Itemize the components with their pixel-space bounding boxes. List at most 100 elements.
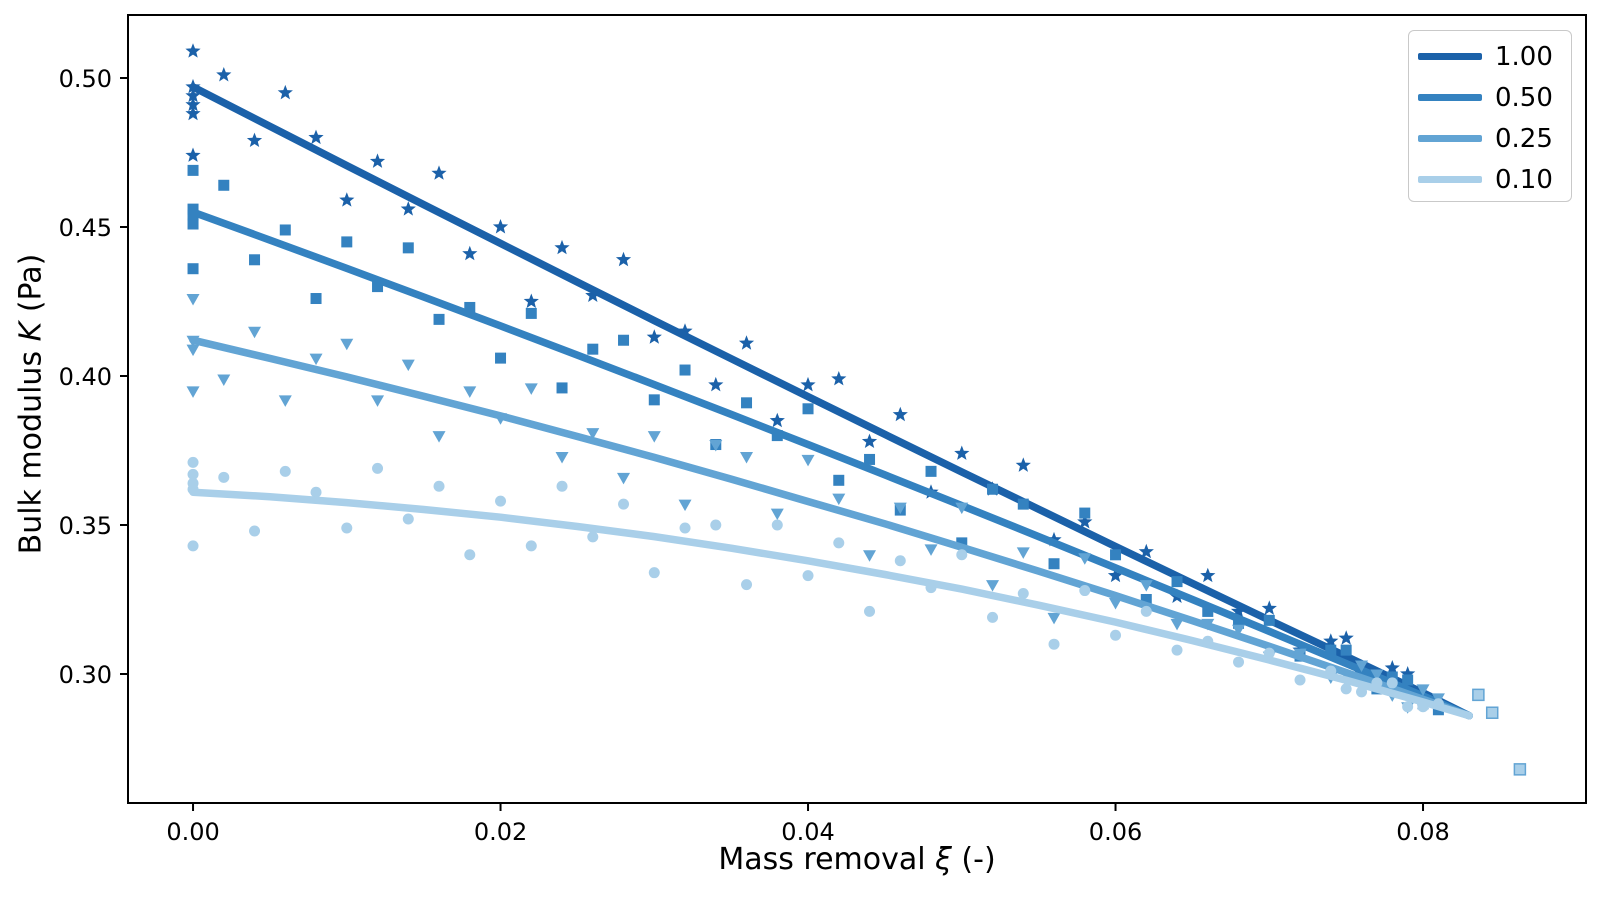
scatter-point bbox=[249, 525, 261, 537]
scatter-point bbox=[186, 294, 200, 306]
scatter-point bbox=[185, 87, 201, 103]
scatter-point bbox=[1402, 674, 1414, 686]
y-tick-label: 0.35 bbox=[59, 512, 112, 540]
scatter-point bbox=[861, 433, 878, 448]
series-outliers-points bbox=[1472, 688, 1527, 776]
scatter-point bbox=[1170, 618, 1184, 631]
scatter-point bbox=[987, 611, 999, 623]
scatter-point bbox=[1110, 629, 1122, 641]
scatter-point bbox=[833, 537, 845, 549]
x-tick-label: 0.04 bbox=[781, 818, 834, 846]
scatter-point bbox=[1325, 644, 1337, 656]
scatter-point bbox=[1140, 593, 1152, 605]
scatter-point bbox=[433, 480, 445, 492]
legend-item-1.00: 1.00 bbox=[1409, 36, 1571, 77]
scatter-point bbox=[708, 376, 724, 392]
legend-label: 0.25 bbox=[1495, 123, 1553, 154]
scatter-point bbox=[1485, 706, 1499, 719]
legend-item-0.50: 0.50 bbox=[1409, 77, 1571, 118]
scatter-point bbox=[1017, 498, 1029, 510]
y-tick-label: 0.50 bbox=[59, 65, 112, 93]
scatter-point bbox=[339, 192, 355, 207]
y-axis-ticks: 0.30 0.35 0.40 0.45 0.50 bbox=[59, 65, 128, 689]
scatter-point bbox=[1261, 600, 1277, 615]
scatter-point bbox=[369, 153, 386, 168]
scatter-point bbox=[1233, 656, 1245, 668]
scatter-point bbox=[1202, 605, 1214, 617]
scatter-point bbox=[402, 242, 414, 254]
scatter-point bbox=[187, 456, 199, 468]
scatter-point bbox=[372, 281, 384, 293]
trend-line-1.00 bbox=[189, 83, 1473, 720]
scatter-point bbox=[431, 165, 447, 180]
scatter-point bbox=[1386, 671, 1398, 683]
scatter-point bbox=[740, 451, 754, 464]
scatter-point bbox=[864, 605, 876, 617]
x-tick-label: 0.02 bbox=[474, 818, 527, 846]
x-axis-label: Mass removal ξ (-) bbox=[128, 842, 1586, 877]
y-tick-label: 0.40 bbox=[59, 363, 112, 391]
scatter-point bbox=[279, 224, 291, 236]
legend-swatch bbox=[1418, 53, 1482, 60]
scatter-point bbox=[464, 549, 476, 561]
scatter-point bbox=[1138, 543, 1154, 559]
scatter-point bbox=[185, 147, 201, 162]
legend-swatch bbox=[1418, 135, 1482, 142]
scatter-point bbox=[341, 522, 353, 534]
scatter-point bbox=[1079, 585, 1091, 597]
trend-line-0.25 bbox=[189, 336, 1473, 720]
scatter-point bbox=[1386, 677, 1398, 689]
trend-line-0.10 bbox=[189, 488, 1473, 720]
scatter-point bbox=[310, 486, 322, 498]
scatter-point bbox=[677, 323, 693, 338]
scatter-point bbox=[741, 397, 753, 409]
scatter-point bbox=[1370, 669, 1384, 681]
legend-swatch bbox=[1418, 176, 1482, 183]
scatter-point bbox=[1048, 638, 1060, 650]
scatter-point bbox=[709, 440, 723, 452]
legend-swatch bbox=[1418, 94, 1482, 101]
series-0.10-points bbox=[187, 456, 1444, 713]
scatter-point bbox=[801, 454, 815, 467]
scatter-point bbox=[218, 471, 230, 483]
y-axis-label: Bulk modulus K (Pa) bbox=[14, 254, 49, 555]
scatter-point bbox=[647, 431, 661, 443]
scatter-point bbox=[833, 474, 845, 486]
scatter-point bbox=[495, 352, 507, 364]
scatter-point bbox=[433, 313, 445, 325]
x-axis-label-suffix: (-) bbox=[951, 842, 996, 877]
scatter-point bbox=[1109, 597, 1123, 610]
scatter-point bbox=[771, 519, 783, 531]
scatter-point bbox=[986, 580, 1000, 592]
scatter-point bbox=[1232, 624, 1246, 637]
y-tick-label: 0.45 bbox=[59, 214, 112, 242]
scatter-point bbox=[615, 251, 632, 267]
scatter-point bbox=[1078, 553, 1092, 565]
scatter-point bbox=[187, 468, 199, 480]
scatter-point bbox=[954, 445, 970, 460]
legend-label: 0.50 bbox=[1495, 82, 1553, 113]
scatter-point bbox=[648, 567, 660, 579]
scatter-point bbox=[1402, 701, 1414, 713]
scatter-point bbox=[525, 307, 537, 319]
scatter-point bbox=[187, 218, 199, 230]
scatter-point bbox=[248, 326, 262, 339]
x-axis-label-symbol: ξ bbox=[935, 842, 952, 877]
x-tick-label: 0.00 bbox=[166, 818, 219, 846]
scatter-point bbox=[831, 371, 847, 386]
y-axis-label-symbol: K bbox=[13, 321, 49, 342]
scatter-point bbox=[769, 412, 785, 428]
scatter-point bbox=[1340, 683, 1352, 695]
scatter-point bbox=[1077, 514, 1093, 529]
scatter-point bbox=[523, 293, 539, 308]
scatter-point bbox=[587, 343, 599, 355]
scatter-point bbox=[585, 287, 601, 302]
scatter-point bbox=[1015, 457, 1031, 472]
scatter-point bbox=[770, 508, 784, 521]
scatter-point bbox=[401, 359, 415, 372]
scatter-point bbox=[618, 498, 630, 510]
scatter-point bbox=[1400, 666, 1416, 681]
scatter-point bbox=[372, 462, 384, 474]
scatter-point bbox=[1323, 633, 1339, 648]
